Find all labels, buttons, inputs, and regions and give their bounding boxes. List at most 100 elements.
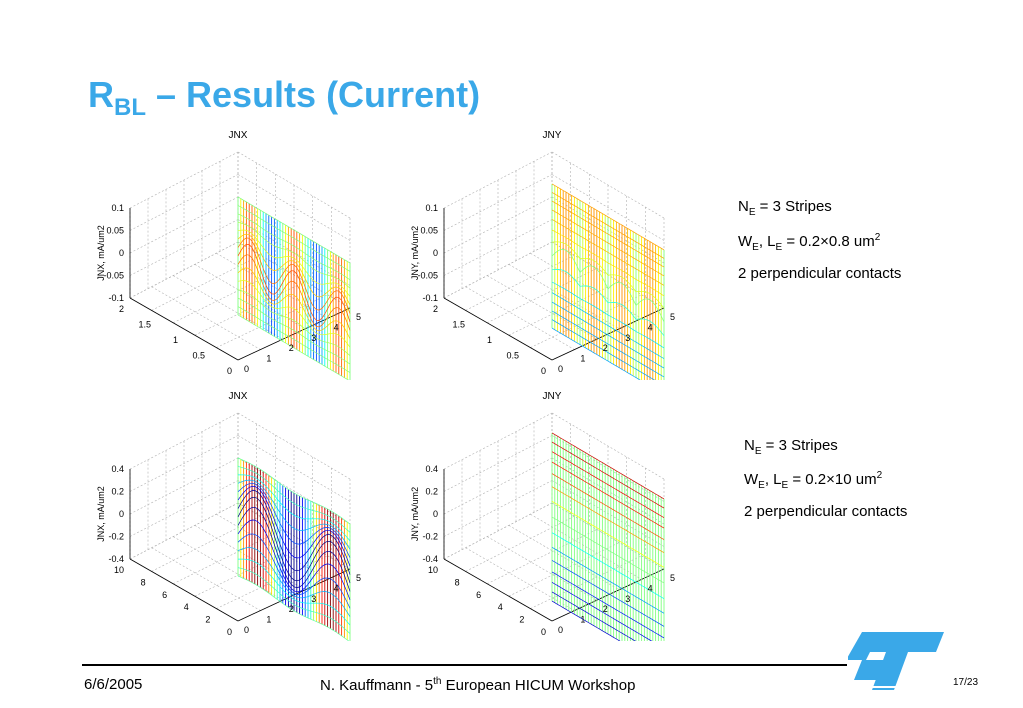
mesh-line: [237, 267, 351, 340]
mesh-line: [551, 200, 665, 268]
y-tick-label: 1: [173, 335, 178, 345]
z-tick-label: 0: [119, 248, 124, 258]
surface-mesh: [237, 196, 351, 380]
x-tick-label: 4: [648, 583, 653, 593]
x-tick-label: 1: [580, 615, 585, 625]
mesh-line: [551, 229, 665, 297]
z-tick-label: -0.05: [103, 271, 124, 281]
mesh-line: [551, 516, 665, 584]
x-tick-label: 0: [558, 364, 563, 374]
y-tick-label: 0: [227, 627, 232, 637]
y-tick-label: 1.5: [452, 320, 465, 330]
mesh-line: [237, 490, 351, 575]
x-tick-label: 1: [266, 615, 271, 625]
footer-author: N. Kauffmann - 5th European HICUM Worksh…: [320, 676, 636, 694]
grid-line: [465, 254, 575, 311]
grid-line: [443, 457, 553, 515]
slide-title: RBL – Results (Current): [88, 74, 481, 121]
grid-line: [151, 286, 261, 350]
footer-date: 6/6/2005: [84, 676, 143, 693]
mesh-line: [237, 205, 351, 272]
mesh-line: [237, 196, 351, 264]
y-tick-label: 4: [498, 602, 503, 612]
grid-line: [194, 281, 306, 336]
y-tick-label: 10: [114, 565, 124, 575]
z-axis-label: JNY, mA/um2: [410, 487, 420, 541]
plot-jny-large: 0.4 0.2 0 -0.2 -0.410 8 6 4 2 0 0 1 2 3 4 5 y, um x, um JN…: [402, 391, 702, 641]
grid-line: [508, 264, 620, 330]
x-tick-label: 4: [648, 322, 653, 332]
plot-title: JNX: [228, 391, 248, 402]
grid-line: [443, 412, 553, 470]
mesh-line: [237, 243, 351, 323]
x-tick-label: 5: [356, 312, 361, 322]
mesh-line: [551, 209, 665, 277]
x-axis-label: x, um: [299, 378, 321, 380]
mesh-line: [551, 532, 665, 599]
y-tick-label: 0.5: [506, 351, 519, 361]
grid-line: [487, 536, 597, 601]
mesh-line: [551, 473, 665, 540]
plot-jny-small: 0.10.050-0.05-0.121.510.50012345y, umx, …: [402, 130, 702, 380]
grid-line: [194, 525, 306, 591]
x-tick-label: 3: [625, 594, 630, 604]
y-tick-label: 0: [541, 627, 546, 637]
x-tick-label: 4: [334, 322, 339, 332]
mesh-line: [551, 591, 637, 641]
mesh-line: [237, 213, 351, 281]
z-tick-label: 0.1: [111, 203, 124, 213]
z-tick-label: -0.2: [108, 532, 124, 542]
y-tick-label: 0: [227, 366, 232, 376]
mesh-line: [551, 301, 665, 369]
x-tick-label: 0: [558, 625, 563, 635]
mesh-line: [551, 281, 665, 349]
mesh-line: [237, 496, 351, 584]
x-tick-label: 5: [670, 573, 675, 583]
grid-line: [194, 264, 306, 330]
surface-plot: 0.4 0.2 0 -0.2 -0.410 8 6 4 2 0 0 1 2 3 4 5 y, um x, um JN…: [410, 412, 675, 641]
z-tick-label: -0.4: [108, 554, 124, 564]
plot-title: JNX: [228, 130, 248, 141]
x-tick-label: 5: [670, 312, 675, 322]
grid-line: [443, 480, 553, 537]
mesh-line: [237, 479, 351, 550]
grid-line: [151, 547, 261, 611]
mesh-line: [551, 432, 665, 500]
mesh-line: [237, 306, 351, 373]
z-axis-label: JNX, mA/um2: [96, 486, 106, 542]
x-axis-label: x, um: [299, 639, 321, 641]
surface-mesh: [551, 183, 665, 380]
y-tick-label: 2: [433, 304, 438, 314]
grid-line: [173, 268, 283, 324]
grid-line: [465, 286, 575, 350]
grid-line: [237, 435, 351, 502]
y-tick-label: 8: [141, 577, 146, 587]
mesh-line: [237, 457, 351, 525]
footer-divider: [82, 664, 847, 666]
z-tick-label: -0.1: [422, 293, 438, 303]
grid-line: [129, 457, 239, 515]
surface-plot: 0.10.050-0.05-0.121.510.50012345y, umx, …: [410, 151, 675, 380]
x-tick-label: 4: [334, 583, 339, 593]
z-tick-label: 0.4: [111, 464, 124, 474]
y-tick-label: 1.5: [138, 320, 151, 330]
y-axis-label: y, um: [159, 639, 180, 641]
grid-line: [129, 480, 239, 537]
y-axis-label: y, um: [159, 378, 180, 380]
x-tick-label: 0: [244, 364, 249, 374]
mesh-line: [551, 241, 665, 309]
mesh-line: [237, 314, 350, 380]
grid-line: [508, 281, 620, 336]
mesh-line: [551, 327, 641, 380]
grid-line: [443, 174, 553, 231]
mesh-line: [551, 501, 665, 568]
z-tick-label: 0.2: [425, 487, 438, 497]
mesh-line: [551, 461, 665, 529]
mesh-line: [237, 466, 351, 533]
z-tick-label: 0: [433, 509, 438, 519]
x-tick-label: 5: [356, 573, 361, 583]
surface-plot: 0.10.050-0.05-0.121.510.50012345y, umx, …: [96, 151, 361, 380]
note-dims-2: WE, LE = 0.2×10 um2: [744, 470, 883, 491]
grid-line: [487, 268, 597, 324]
mesh-line: [237, 254, 351, 331]
